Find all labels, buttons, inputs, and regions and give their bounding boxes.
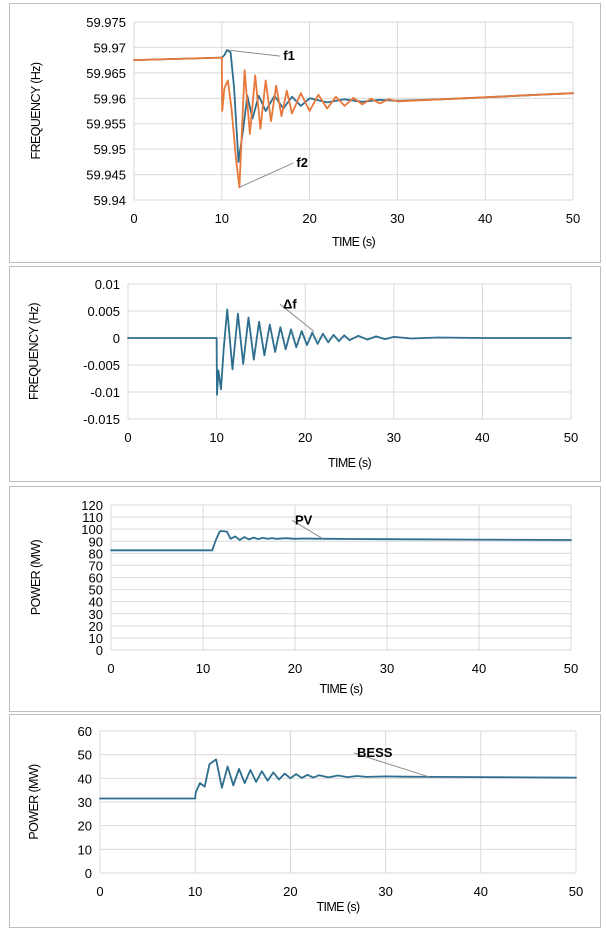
y-tick-label: 80 xyxy=(89,546,103,561)
x-axis-title: TIME (s) xyxy=(319,682,363,696)
y-tick-label: -0.015 xyxy=(83,412,120,427)
annotation-label: f1 xyxy=(283,48,295,63)
y-tick-label: 50 xyxy=(78,748,92,763)
y-tick-label: 59.94 xyxy=(93,193,126,208)
series-line-pv xyxy=(110,530,572,552)
series-line-f1 xyxy=(133,49,574,163)
x-tick-label: 10 xyxy=(188,884,202,899)
y-tick-label: 30 xyxy=(78,795,92,810)
x-tick-label: 40 xyxy=(474,884,488,899)
series-line-f2 xyxy=(133,56,574,189)
y-tick-label: 10 xyxy=(89,631,103,646)
frequency-chart: 59.94 59.945 59.95 59.955 59.96 59.965 59.97 59… xyxy=(29,15,580,249)
x-tick-label: 50 xyxy=(564,661,578,676)
annotation-leader-line xyxy=(279,303,315,332)
y-tick-label: 59.96 xyxy=(93,91,126,106)
x-tick-label: 20 xyxy=(302,211,316,226)
x-tick-label: 30 xyxy=(378,884,392,899)
y-tick-label: 0 xyxy=(113,331,120,346)
annotation-label: f2 xyxy=(296,155,308,170)
y-tick-label: 0 xyxy=(96,643,103,658)
y-tick-label: 0.005 xyxy=(87,304,120,319)
x-tick-label: 10 xyxy=(196,661,210,676)
annotation-leader-line xyxy=(239,162,294,188)
bess-power-chart-panel: 0 10 20 30 40 50 60 0 10 20 30 40 50 TIME (s) POWER (M… xyxy=(9,714,601,928)
annotation-leader-line xyxy=(353,752,429,778)
y-tick-label: 30 xyxy=(89,607,103,622)
x-tick-label: 40 xyxy=(478,211,492,226)
x-tick-label: 50 xyxy=(569,884,583,899)
y-tick-label: 0 xyxy=(85,866,92,881)
y-tick-label: 59.965 xyxy=(86,66,126,81)
y-axis-title: POWER (MW) xyxy=(27,764,41,840)
y-tick-label: -0.005 xyxy=(83,358,120,373)
annotation-leader-line xyxy=(291,519,323,540)
y-tick-label: 90 xyxy=(89,534,103,549)
x-tick-label: 20 xyxy=(288,661,302,676)
x-tick-label: 40 xyxy=(475,430,489,445)
y-tick-label: 10 xyxy=(78,842,92,857)
x-tick-label: 0 xyxy=(107,661,114,676)
x-axis-title: TIME (s) xyxy=(328,456,372,470)
x-tick-label: 20 xyxy=(283,884,297,899)
y-tick-label: 20 xyxy=(89,619,103,634)
x-tick-label: 30 xyxy=(390,211,404,226)
x-tick-label: 10 xyxy=(215,211,229,226)
annotation-label: Δf xyxy=(283,296,297,311)
y-tick-label: 120 xyxy=(81,498,103,513)
y-tick-label: 0.01 xyxy=(95,277,120,292)
x-tick-label: 30 xyxy=(387,430,401,445)
frequency-deviation-chart-panel: -0.015 -0.01 -0.005 0 0.005 0.01 0 10 20 30 40 50 TI… xyxy=(9,266,601,482)
x-tick-label: 50 xyxy=(564,430,578,445)
annotation-leader-line xyxy=(227,49,281,57)
y-tick-label: 60 xyxy=(89,571,103,586)
series-line-delta-f xyxy=(127,308,572,396)
y-axis-title: FREQUENCY (Hz) xyxy=(27,303,41,400)
frequency-deviation-chart: -0.015 -0.01 -0.005 0 0.005 0.01 0 10 20 30 40 50 TI… xyxy=(27,277,578,470)
y-tick-label: -0.01 xyxy=(90,385,120,400)
x-tick-label: 30 xyxy=(380,661,394,676)
pv-power-chart-panel: 0 10 20 30 40 50 60 70 80 90 100 110 120 0 10 20 30 40 50 T… xyxy=(9,486,601,712)
frequency-chart-panel: 59.94 59.945 59.95 59.955 59.96 59.965 59.97 59… xyxy=(9,3,601,263)
x-tick-label: 40 xyxy=(472,661,486,676)
y-tick-label: 59.95 xyxy=(93,142,126,157)
x-tick-label: 50 xyxy=(566,211,580,226)
y-tick-label: 50 xyxy=(89,583,103,598)
x-tick-label: 10 xyxy=(209,430,223,445)
x-tick-label: 0 xyxy=(124,430,131,445)
y-tick-label: 59.975 xyxy=(86,15,126,30)
x-axis-title: TIME (s) xyxy=(316,900,360,914)
y-tick-label: 40 xyxy=(78,771,92,786)
bess-power-chart: 0 10 20 30 40 50 60 0 10 20 30 40 50 TIME (s) POWER (M… xyxy=(27,724,583,914)
y-tick-label: 59.945 xyxy=(86,168,126,183)
x-tick-label: 0 xyxy=(130,211,137,226)
annotation-label: PV xyxy=(295,512,313,527)
x-tick-label: 0 xyxy=(96,884,103,899)
y-tick-label: 20 xyxy=(78,819,92,834)
y-tick-label: 110 xyxy=(82,510,103,525)
series-line-bess xyxy=(99,758,577,800)
x-tick-label: 20 xyxy=(298,430,312,445)
y-tick-label: 70 xyxy=(89,558,103,573)
y-tick-label: 59.955 xyxy=(86,117,126,132)
x-axis-title: TIME (s) xyxy=(332,235,376,249)
y-axis-title: POWER (MW) xyxy=(29,539,43,615)
y-tick-label: 40 xyxy=(89,595,103,610)
y-axis-title: FREQUENCY (Hz) xyxy=(29,62,43,159)
y-tick-label: 60 xyxy=(78,724,92,739)
y-tick-label: 59.97 xyxy=(93,40,126,55)
y-tick-label: 100 xyxy=(81,522,103,537)
annotation-label: BESS xyxy=(357,745,393,760)
